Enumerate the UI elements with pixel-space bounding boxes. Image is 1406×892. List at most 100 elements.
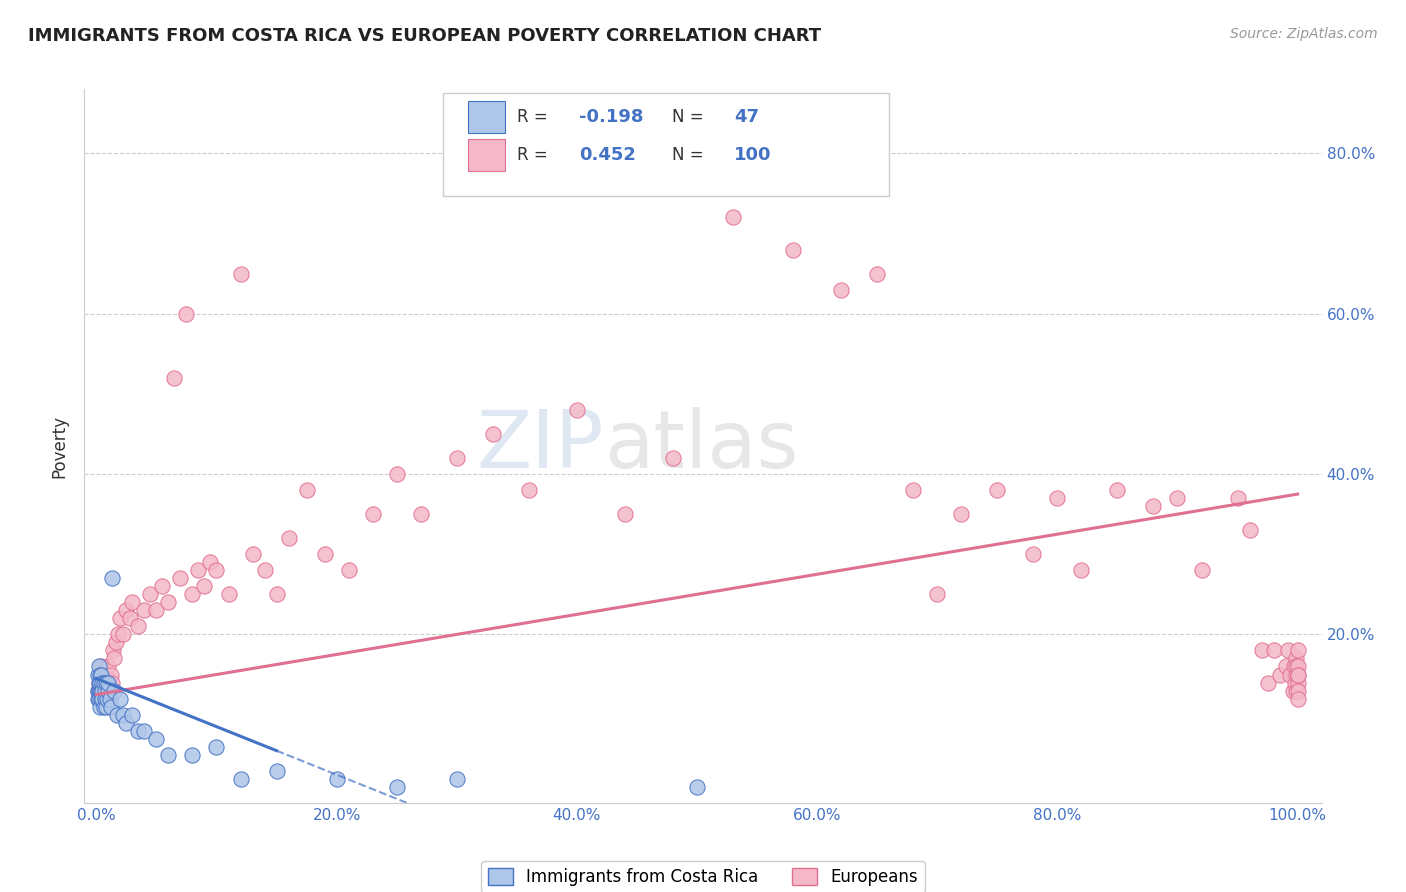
Point [517, 483, 540, 497]
Point [121, 595, 143, 609]
Point [446, 450, 468, 465]
Point [104, 635, 127, 649]
Point [111, 707, 134, 722]
Point [193, 579, 215, 593]
Point [613, 507, 636, 521]
Point [87, 691, 110, 706]
Point [86, 667, 108, 681]
Point [181, 747, 204, 762]
Point [295, 483, 318, 497]
Point [1277, 643, 1299, 657]
Point [89, 683, 111, 698]
Point [87, 659, 110, 673]
Point [1107, 483, 1129, 497]
Point [866, 267, 889, 281]
Point [90, 683, 112, 698]
Point [111, 627, 134, 641]
Point [110, 691, 132, 706]
Point [94, 691, 117, 706]
Point [97, 683, 120, 698]
Point [1274, 659, 1296, 673]
Point [94, 699, 117, 714]
Text: IMMIGRANTS FROM COSTA RICA VS EUROPEAN POVERTY CORRELATION CHART: IMMIGRANTS FROM COSTA RICA VS EUROPEAN P… [28, 27, 821, 45]
Point [86, 683, 108, 698]
Point [134, 603, 156, 617]
Point [662, 450, 685, 465]
Point [686, 780, 709, 794]
Point [409, 507, 432, 521]
Point [94, 667, 117, 681]
Point [145, 731, 167, 746]
Point [481, 427, 503, 442]
Point [87, 691, 110, 706]
Point [110, 611, 132, 625]
Point [86, 683, 108, 698]
Point [187, 563, 209, 577]
Point [721, 211, 744, 225]
Point [1142, 499, 1164, 513]
Point [87, 675, 110, 690]
Point [96, 675, 118, 690]
Point [87, 683, 110, 698]
Point [107, 627, 129, 641]
Point [103, 643, 125, 657]
Point [1286, 683, 1309, 698]
Point [1070, 563, 1092, 577]
Point [385, 780, 408, 794]
Point [90, 659, 112, 673]
Point [94, 683, 117, 698]
Point [1263, 643, 1285, 657]
Y-axis label: Poverty: Poverty [51, 415, 69, 477]
Point [229, 267, 252, 281]
Point [205, 739, 228, 754]
Point [927, 587, 949, 601]
Point [1285, 683, 1308, 698]
Point [134, 723, 156, 738]
Point [337, 563, 360, 577]
Point [1281, 683, 1303, 698]
Point [89, 667, 111, 681]
Point [1268, 667, 1291, 681]
Point [1284, 675, 1306, 690]
Point [89, 699, 111, 714]
Point [93, 675, 115, 690]
Point [91, 691, 114, 706]
FancyBboxPatch shape [468, 139, 505, 171]
Text: N =: N = [672, 146, 709, 164]
Point [90, 675, 112, 690]
Point [200, 555, 222, 569]
Point [1239, 523, 1261, 537]
Point [97, 691, 120, 706]
Point [1286, 667, 1309, 681]
Point [1191, 563, 1213, 577]
Point [205, 563, 228, 577]
Point [97, 675, 120, 690]
Text: 0.452: 0.452 [579, 146, 636, 164]
Point [1046, 491, 1069, 505]
Point [93, 667, 115, 681]
Point [1286, 691, 1309, 706]
Point [93, 683, 115, 698]
Point [1285, 667, 1308, 681]
Point [361, 507, 384, 521]
Point [94, 683, 117, 698]
Point [1285, 659, 1308, 673]
Point [1279, 667, 1302, 681]
Point [152, 579, 174, 593]
Point [90, 691, 112, 706]
Point [229, 772, 252, 786]
Point [157, 595, 180, 609]
Point [91, 683, 114, 698]
Point [100, 699, 122, 714]
Point [97, 659, 120, 673]
Point [218, 587, 240, 601]
Point [127, 723, 149, 738]
Text: R =: R = [517, 109, 554, 127]
Point [325, 772, 347, 786]
Text: -0.198: -0.198 [579, 109, 644, 127]
Point [94, 691, 117, 706]
Point [950, 507, 973, 521]
Point [253, 563, 276, 577]
Text: atlas: atlas [605, 407, 799, 485]
Point [101, 675, 124, 690]
